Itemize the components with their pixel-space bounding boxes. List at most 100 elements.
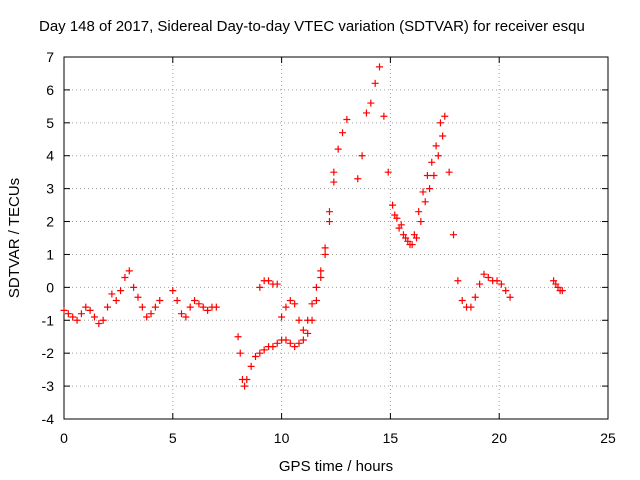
data-point — [269, 343, 277, 351]
y-tick-label: 0 — [46, 279, 54, 295]
data-point — [389, 201, 397, 209]
data-point — [423, 171, 431, 179]
data-point — [282, 336, 290, 344]
y-tick-label: 5 — [46, 115, 54, 131]
data-point — [286, 297, 294, 305]
y-tick-label: 2 — [46, 214, 54, 230]
data-point — [173, 297, 181, 305]
data-point — [143, 313, 151, 321]
data-point — [295, 339, 303, 347]
data-point — [467, 303, 475, 311]
y-tick-label: 3 — [46, 181, 54, 197]
data-point — [212, 303, 220, 311]
data-point — [380, 112, 388, 120]
data-point — [69, 313, 77, 321]
y-axis-label: SDTVAR / TECUs — [6, 178, 23, 298]
data-point — [243, 376, 251, 384]
data-point — [325, 218, 333, 226]
x-tick-labels: 0 5 10 15 20 25 — [60, 430, 616, 446]
data-point — [502, 287, 510, 295]
data-point — [308, 300, 316, 308]
data-point — [506, 293, 514, 301]
data-point — [130, 283, 138, 291]
data-point — [421, 198, 429, 206]
data-point — [99, 316, 107, 324]
data-point — [182, 313, 190, 321]
data-point — [273, 280, 281, 288]
data-point — [395, 224, 403, 232]
data-point — [434, 152, 442, 160]
y-tick-label: -3 — [42, 378, 55, 394]
data-point — [317, 267, 325, 275]
data-point — [558, 287, 566, 295]
data-point — [358, 152, 366, 160]
data-point — [282, 303, 290, 311]
y-tick-label: -2 — [42, 345, 55, 361]
data-point — [428, 158, 436, 166]
data-point — [484, 273, 492, 281]
data-point — [108, 290, 116, 298]
data-point — [436, 119, 444, 127]
data-point — [334, 145, 342, 153]
data-point — [291, 343, 299, 351]
axis-ticks — [63, 56, 609, 420]
data-point — [117, 287, 125, 295]
data-point — [265, 277, 273, 285]
data-point — [354, 175, 362, 183]
x-tick-label: 0 — [60, 430, 68, 446]
data-point — [112, 297, 120, 305]
data-point — [476, 280, 484, 288]
data-point — [86, 306, 94, 314]
data-point — [286, 339, 294, 347]
data-point — [399, 231, 407, 239]
data-point — [415, 208, 423, 216]
y-tick-label: 7 — [46, 49, 54, 65]
data-point — [151, 303, 159, 311]
data-point — [376, 63, 384, 71]
data-point — [234, 333, 242, 341]
data-point — [317, 273, 325, 281]
data-point — [493, 277, 501, 285]
data-point — [247, 362, 255, 370]
data-point — [241, 382, 249, 390]
data-point — [73, 316, 81, 324]
data-point — [384, 168, 392, 176]
data-point — [450, 231, 458, 239]
data-point — [304, 316, 312, 324]
data-point — [480, 270, 488, 278]
data-point — [260, 346, 268, 354]
x-tick-label: 20 — [491, 430, 507, 446]
data-point — [417, 218, 425, 226]
data-point — [413, 234, 421, 242]
data-point — [178, 310, 186, 318]
data-marks — [60, 63, 566, 390]
y-tick-label: 6 — [46, 82, 54, 98]
data-point — [199, 303, 207, 311]
data-point — [454, 277, 462, 285]
data-point — [90, 313, 98, 321]
data-point — [121, 273, 129, 281]
x-tick-label: 25 — [600, 430, 616, 446]
y-tick-labels: -4 -3 -2 -1 0 1 2 3 4 5 6 7 — [42, 49, 55, 427]
data-point — [64, 310, 72, 318]
data-point — [251, 352, 259, 360]
data-point — [408, 241, 416, 249]
data-point — [343, 116, 351, 124]
data-point — [441, 112, 449, 120]
data-point — [419, 188, 427, 196]
data-point — [156, 297, 164, 305]
data-point — [304, 329, 312, 337]
x-axis-label: GPS time / hours — [279, 458, 393, 475]
data-point — [147, 310, 155, 318]
data-point — [236, 349, 244, 357]
data-point — [60, 306, 68, 314]
data-point — [295, 316, 303, 324]
data-point — [432, 142, 440, 150]
data-point — [191, 297, 199, 305]
chart-title: Day 148 of 2017, Sidereal Day-to-day VTE… — [39, 18, 585, 35]
y-tick-label: 4 — [46, 148, 54, 164]
data-point — [104, 303, 112, 311]
data-point — [291, 300, 299, 308]
data-point — [330, 178, 338, 186]
